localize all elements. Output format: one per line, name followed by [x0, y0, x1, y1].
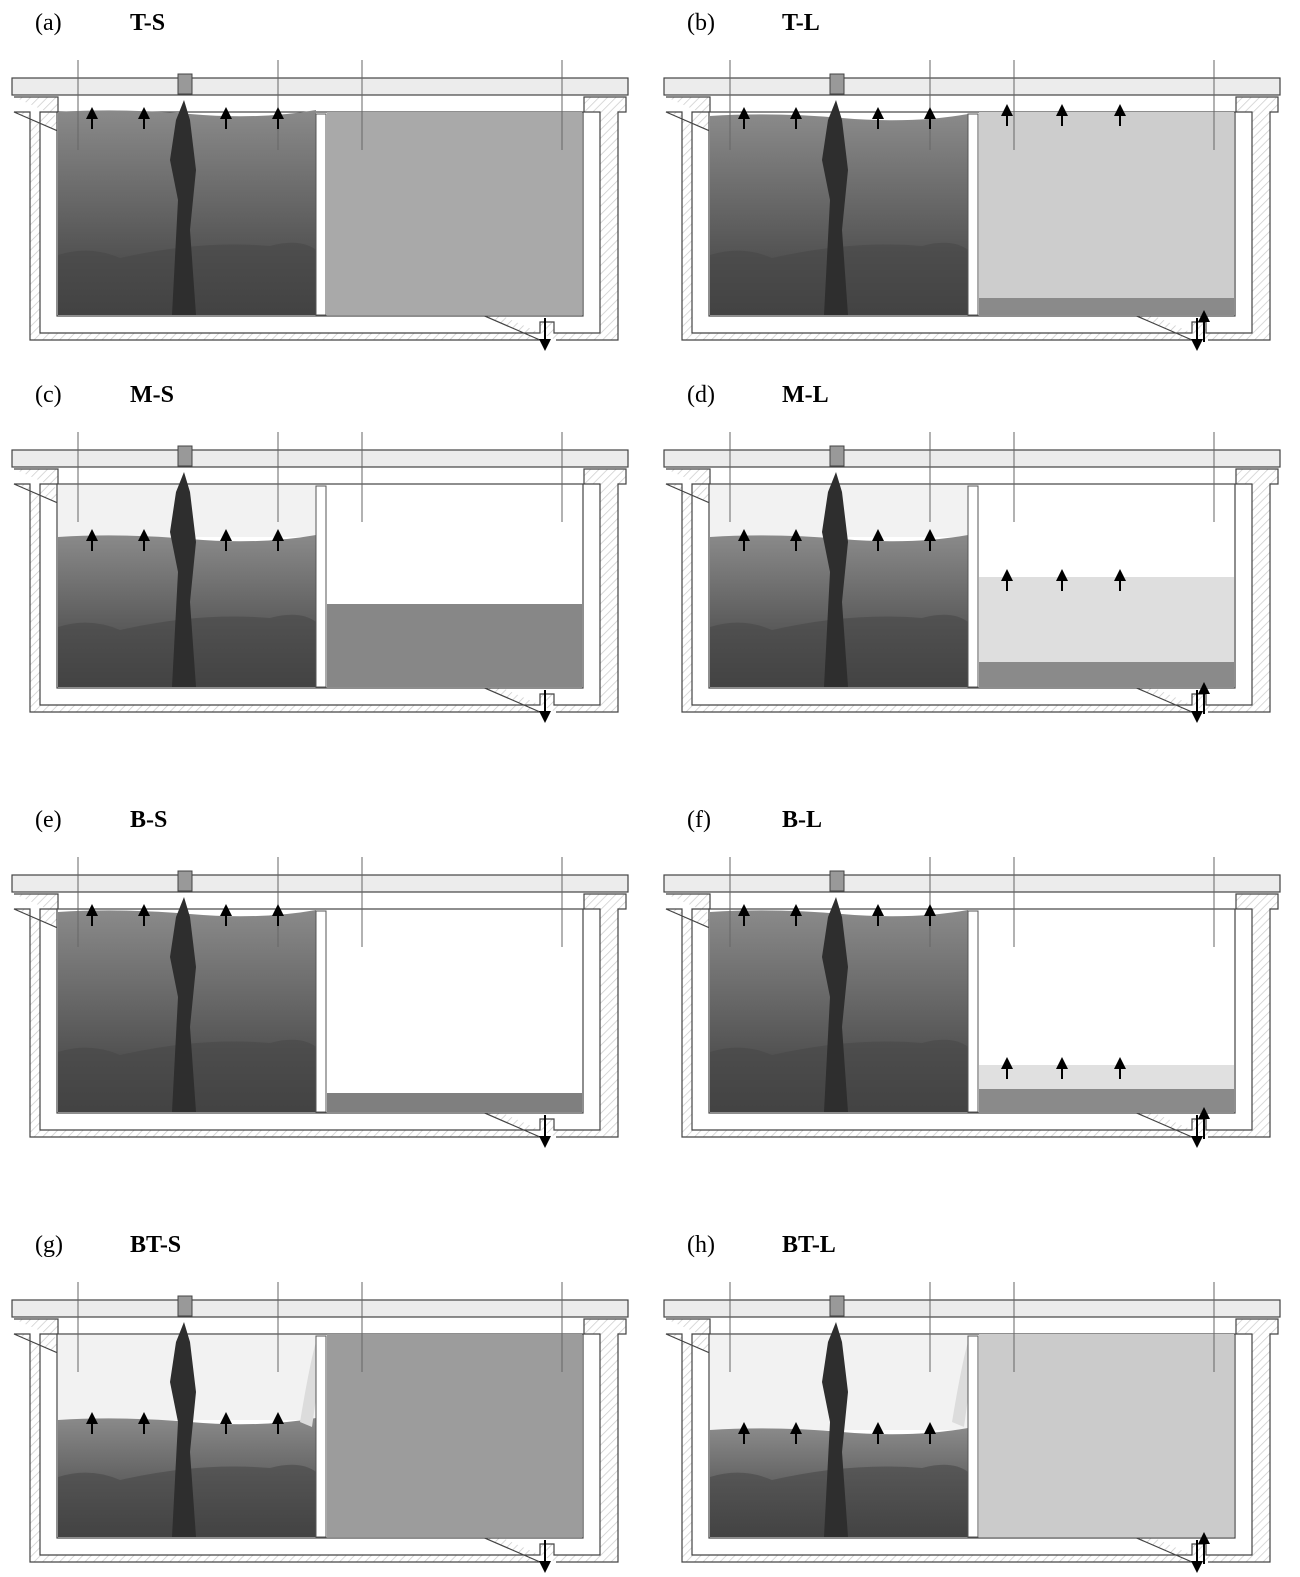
- panel-label: (c): [35, 382, 62, 408]
- port: [830, 1296, 844, 1316]
- panel-title: M-L: [782, 382, 829, 408]
- partition: [316, 911, 326, 1112]
- top-plate: [664, 450, 1280, 467]
- top-plate: [12, 1300, 628, 1317]
- port: [178, 871, 192, 891]
- top-plate: [664, 875, 1280, 892]
- partition: [968, 911, 978, 1112]
- water-right: [327, 1093, 582, 1112]
- partition: [316, 486, 326, 687]
- water-right: [327, 1334, 582, 1537]
- water-right-lower: [979, 662, 1234, 687]
- partition: [968, 1336, 978, 1537]
- top-plate: [12, 78, 628, 95]
- panel: (f) B-L: [664, 807, 1280, 1142]
- panel-title: T-S: [130, 10, 165, 36]
- top-plate: [664, 78, 1280, 95]
- top-plate: [12, 450, 628, 467]
- panel-label: (d): [687, 382, 715, 408]
- panel-title: T-L: [782, 10, 820, 36]
- water-right-lower: [979, 1089, 1234, 1112]
- panel: (c) M-S: [12, 382, 628, 717]
- panel: (h) BT-L: [664, 1232, 1280, 1567]
- port: [830, 871, 844, 891]
- water-right: [979, 1334, 1234, 1537]
- top-plate: [12, 875, 628, 892]
- panel-label: (b): [687, 10, 715, 36]
- port: [178, 1296, 192, 1316]
- panel: (d) M-L: [664, 382, 1280, 717]
- panel-title: M-S: [130, 382, 174, 408]
- panel-label: (g): [35, 1232, 63, 1258]
- port: [178, 446, 192, 466]
- port: [830, 74, 844, 94]
- panel-title: B-L: [782, 807, 822, 833]
- panel: (b) T-L: [664, 10, 1280, 345]
- partition: [316, 1336, 326, 1537]
- water-right-lower: [979, 298, 1234, 315]
- water-right: [327, 604, 582, 687]
- panel-label: (a): [35, 10, 62, 36]
- panel-label: (f): [687, 807, 711, 833]
- panel-label: (h): [687, 1232, 715, 1258]
- partition: [316, 114, 326, 315]
- port: [830, 446, 844, 466]
- panel-label: (e): [35, 807, 62, 833]
- water-right: [979, 112, 1234, 315]
- partition: [968, 114, 978, 315]
- port: [178, 74, 192, 94]
- panel-title: BT-L: [782, 1232, 836, 1258]
- top-plate: [664, 1300, 1280, 1317]
- panel: (a) T-S: [12, 10, 628, 345]
- panel-title: BT-S: [130, 1232, 181, 1258]
- water-right: [327, 112, 582, 315]
- panel: (g) BT-S: [12, 1232, 628, 1567]
- panel-title: B-S: [130, 807, 167, 833]
- figure: (a) T-S (b) T-L (c) M-S (d) M-L (e) B-S (f) B-L (g) B…: [0, 0, 1300, 1577]
- partition: [968, 486, 978, 687]
- panel: (e) B-S: [12, 807, 628, 1142]
